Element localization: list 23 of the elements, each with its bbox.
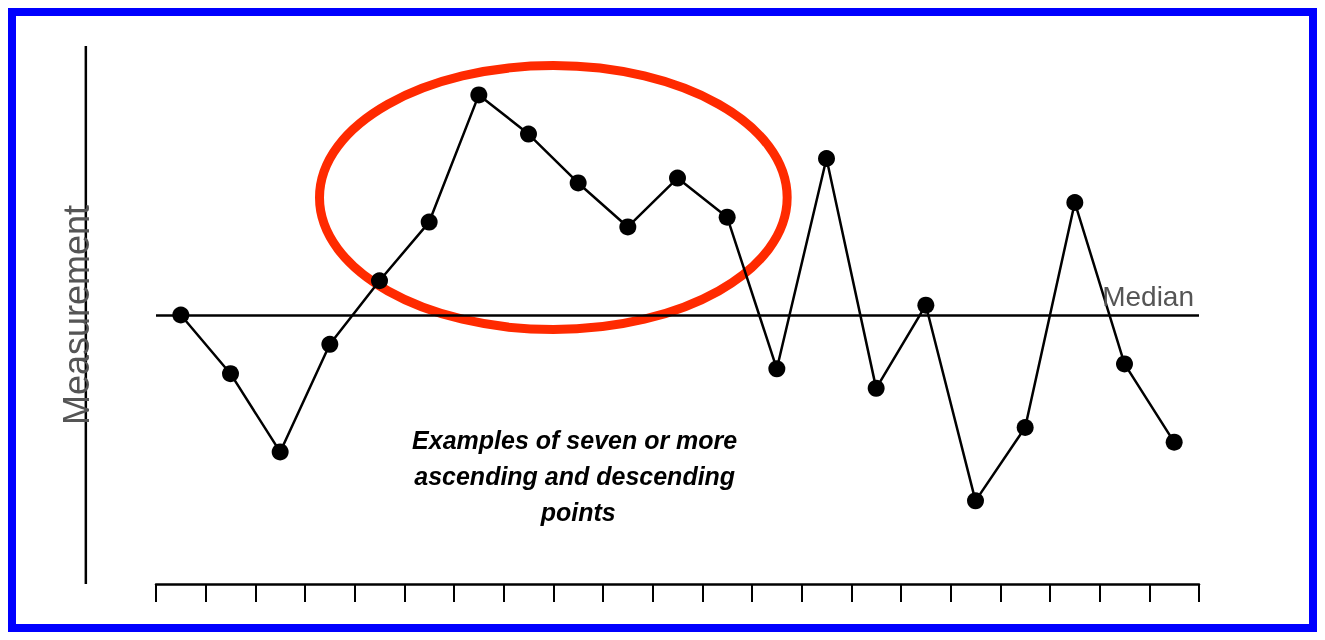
annotation: Examples of seven or more ascending and descending points: [412, 426, 745, 527]
point: [1116, 355, 1133, 373]
y-axis-title: Measurement: [55, 204, 97, 426]
point: [1066, 194, 1084, 211]
point: [271, 443, 289, 461]
point: [619, 218, 637, 236]
point: [867, 379, 885, 397]
point: [967, 492, 984, 510]
point: [569, 174, 587, 192]
point: [669, 169, 686, 187]
point: [1165, 433, 1183, 451]
point: [520, 125, 537, 143]
point: [768, 360, 786, 378]
point: [371, 272, 388, 290]
point: [818, 149, 835, 167]
point: [222, 365, 239, 383]
point: [420, 213, 438, 231]
point: [470, 86, 488, 104]
point: [917, 296, 935, 314]
ref-line-label: Median: [1102, 280, 1194, 312]
point: [1016, 418, 1034, 436]
point: [718, 208, 736, 226]
point: [321, 335, 339, 353]
